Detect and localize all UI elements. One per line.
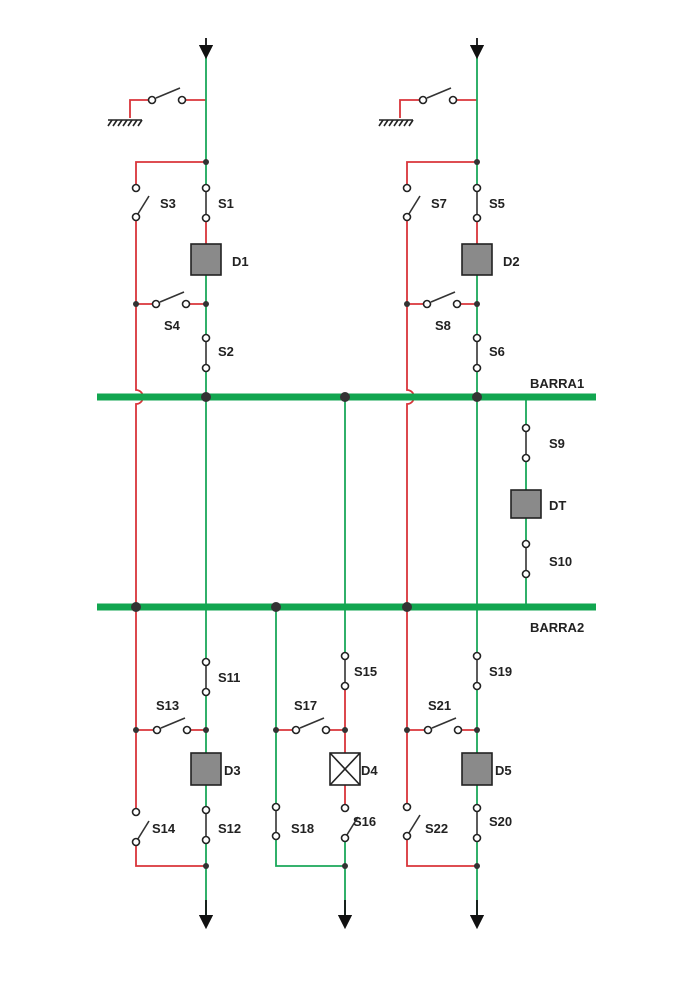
label-s21: S21	[428, 698, 451, 713]
label-dt: DT	[549, 498, 566, 513]
label-s12: S12	[218, 821, 241, 836]
label-s6: S6	[489, 344, 505, 359]
label-s15: S15	[354, 664, 377, 679]
label-d1: D1	[232, 254, 249, 269]
label-s10: S10	[549, 554, 572, 569]
label-d5: D5	[495, 763, 512, 778]
label-s20: S20	[489, 814, 512, 829]
label-s7: S7	[431, 196, 447, 211]
breaker-icon	[461, 752, 493, 786]
breaker-icon	[510, 489, 542, 519]
label-d3: D3	[224, 763, 241, 778]
busbars: BARRA1 BARRA2	[97, 376, 596, 635]
label-s11: S11	[218, 670, 240, 685]
busbar-1-label: BARRA1	[530, 376, 584, 391]
busbar-2-label: BARRA2	[530, 620, 584, 635]
label-d4: D4	[361, 763, 378, 778]
breakers	[190, 243, 542, 786]
junction-nodes	[131, 159, 482, 869]
ground-icon	[378, 119, 414, 127]
label-s8: S8	[435, 318, 451, 333]
label-s4: S4	[164, 318, 181, 333]
breaker-icon	[190, 243, 222, 276]
label-s18: S18	[291, 821, 314, 836]
label-s1: S1	[218, 196, 234, 211]
labels: S3 S1 D1 S4 S2 S7 S5 D2 S8 S6 S9 DT S10 …	[152, 196, 572, 836]
incoming-arrows	[198, 38, 485, 60]
label-s22: S22	[425, 821, 448, 836]
label-d2: D2	[503, 254, 520, 269]
label-s19: S19	[489, 664, 512, 679]
label-s14: S14	[152, 821, 176, 836]
label-s9: S9	[549, 436, 565, 451]
label-s2: S2	[218, 344, 234, 359]
breaker-icon	[190, 752, 222, 786]
label-s17: S17	[294, 698, 317, 713]
label-s5: S5	[489, 196, 505, 211]
breaker-icon	[329, 752, 361, 786]
ground-icon	[107, 119, 143, 127]
breaker-icon	[461, 243, 493, 276]
switch-blades	[135, 87, 527, 843]
grounded-wiring	[129, 99, 478, 867]
label-s16: S16	[353, 814, 376, 829]
label-s13: S13	[156, 698, 179, 713]
switch-contacts	[131, 95, 531, 847]
outgoing-arrows	[198, 900, 485, 930]
label-s3: S3	[160, 196, 176, 211]
